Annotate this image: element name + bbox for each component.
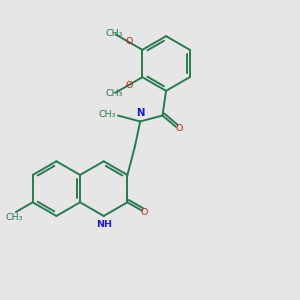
Text: O: O <box>141 208 148 217</box>
Text: CH₃: CH₃ <box>105 89 123 98</box>
Text: CH₃: CH₃ <box>105 28 123 38</box>
Text: O: O <box>125 81 132 90</box>
Text: NH: NH <box>96 220 112 229</box>
Text: CH₃: CH₃ <box>6 213 23 222</box>
Text: O: O <box>176 124 183 133</box>
Text: CH₃: CH₃ <box>99 110 116 119</box>
Text: N: N <box>136 109 145 118</box>
Text: O: O <box>125 37 132 46</box>
